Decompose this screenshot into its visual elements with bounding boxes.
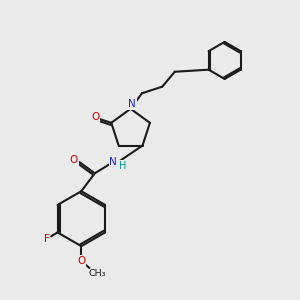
- Text: F: F: [44, 234, 50, 244]
- Text: H: H: [119, 160, 127, 170]
- Text: O: O: [70, 155, 78, 166]
- Text: O: O: [91, 112, 99, 122]
- Text: O: O: [77, 256, 86, 266]
- Text: CH₃: CH₃: [88, 269, 106, 278]
- Text: N: N: [110, 157, 117, 167]
- Text: N: N: [128, 99, 136, 109]
